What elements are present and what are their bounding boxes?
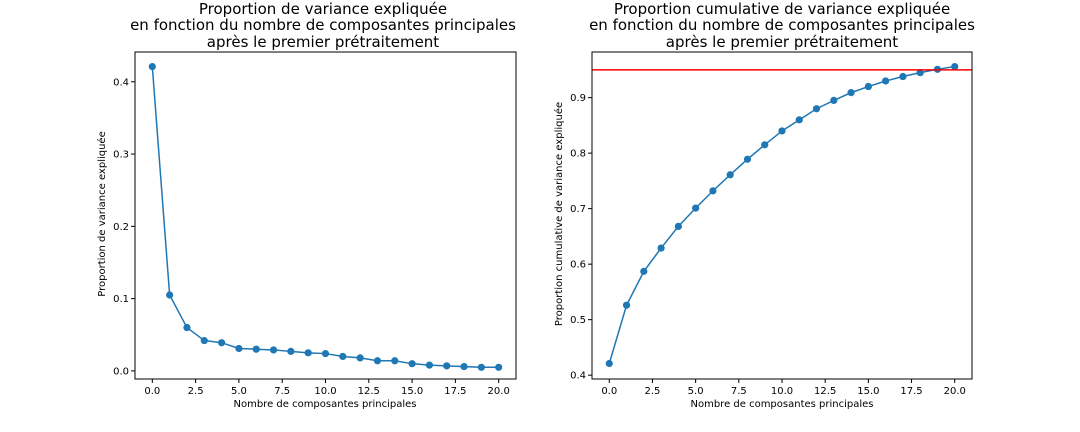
data-point <box>304 349 312 357</box>
data-point <box>882 77 890 85</box>
data-point <box>148 63 156 71</box>
y-tick-label: 0.7 <box>570 204 586 215</box>
data-point <box>443 362 451 370</box>
data-point <box>778 127 786 135</box>
data-point <box>622 301 631 309</box>
data-marks <box>592 62 972 368</box>
chart-cumulative-variance: Proportion cumulative de variance expliq… <box>553 0 975 410</box>
data-point <box>916 69 924 77</box>
data-point <box>269 346 278 354</box>
x-axis-label: Nombre de composantes principales <box>233 399 416 410</box>
y-tick-label: 0.5 <box>570 315 586 326</box>
data-point <box>217 339 226 347</box>
x-tick-label: 5.0 <box>688 386 704 397</box>
data-point <box>373 357 382 365</box>
x-tick-label: 7.5 <box>731 386 747 397</box>
data-point <box>183 323 191 332</box>
data-point <box>692 204 700 212</box>
data-point <box>830 96 838 105</box>
data-point <box>356 354 364 362</box>
x-tick-label: 5.0 <box>231 386 247 397</box>
y-axis-label: Proportion cumulative de variance expliq… <box>553 102 565 326</box>
x-tick-label: 0.0 <box>601 386 617 397</box>
y-tick-label: 0.1 <box>113 294 129 305</box>
data-point <box>166 291 174 299</box>
x-tick-label: 15.0 <box>401 386 423 397</box>
x-tick-label: 12.5 <box>814 386 836 397</box>
data-point <box>899 72 907 81</box>
x-tick-label: 20.0 <box>944 386 966 397</box>
data-point <box>477 363 485 371</box>
axis-ticks: 0.0 2.5 5.0 7.5 10.0 12.5 15.0 17.5 20.0 0.4 0.5 0.… <box>570 93 966 397</box>
x-tick-label: 17.5 <box>900 386 922 397</box>
data-point <box>460 362 468 371</box>
data-point <box>847 89 855 97</box>
plot-frame <box>591 51 973 380</box>
x-tick-label: 10.0 <box>314 386 336 397</box>
data-point <box>235 344 243 353</box>
y-tick-label: 0.4 <box>570 371 586 382</box>
x-tick-label: 12.5 <box>358 386 380 397</box>
plot-frame <box>134 51 517 380</box>
x-tick-label: 0.0 <box>144 386 160 397</box>
data-point <box>408 360 416 368</box>
data-point <box>674 222 682 231</box>
chart-title-line-3: après le premier prétraitement <box>666 33 899 51</box>
data-point <box>743 155 752 163</box>
data-point <box>391 357 399 365</box>
chart-title-line-1: Proportion de variance expliquée <box>199 0 447 18</box>
data-marks <box>148 63 503 371</box>
data-point <box>951 62 959 71</box>
x-tick-label: 2.5 <box>645 386 661 397</box>
data-point <box>795 116 803 124</box>
x-tick-label: 10.0 <box>771 386 793 397</box>
x-axis-label: Nombre de composantes principales <box>690 399 873 410</box>
data-point <box>321 349 330 358</box>
data-point <box>425 361 434 369</box>
data-point <box>726 171 734 179</box>
chart-title-line-3: après le premier prétraitement <box>207 33 440 51</box>
data-point <box>252 345 260 353</box>
x-tick-label: 17.5 <box>444 386 466 397</box>
y-tick-label: 0.0 <box>113 366 129 377</box>
y-tick-label: 0.3 <box>113 150 129 161</box>
data-point <box>200 336 208 345</box>
data-point <box>640 267 648 275</box>
data-point <box>812 105 821 113</box>
axis-ticks: 0.0 2.5 5.0 7.5 10.0 12.5 15.0 17.5 20.0 0.0 0.1 0.… <box>113 77 510 397</box>
chart-title-line-2: en fonction du nombre de composantes pri… <box>589 16 975 34</box>
data-point <box>761 141 769 149</box>
x-tick-label: 2.5 <box>188 386 204 397</box>
data-point <box>605 359 613 368</box>
x-tick-label: 7.5 <box>274 386 290 397</box>
x-tick-label: 15.0 <box>857 386 879 397</box>
data-point <box>657 244 665 252</box>
data-point <box>287 347 295 355</box>
chart-title-line-2: en fonction du nombre de composantes pri… <box>130 16 516 34</box>
data-point <box>709 187 717 195</box>
data-point <box>339 352 347 361</box>
y-tick-label: 0.4 <box>113 77 129 88</box>
data-point <box>864 82 872 91</box>
y-tick-label: 0.2 <box>113 222 129 233</box>
x-tick-label: 20.0 <box>488 386 510 397</box>
y-axis-label: Proportion de variance expliquée <box>96 131 108 296</box>
y-tick-label: 0.9 <box>570 93 586 104</box>
chart-variance-explained: Proportion de variance expliquée en fonc… <box>96 0 517 410</box>
y-tick-label: 0.8 <box>570 149 586 160</box>
y-tick-label: 0.6 <box>570 260 586 271</box>
data-point <box>495 363 503 371</box>
chart-title-line-1: Proportion cumulative de variance expliq… <box>614 0 950 18</box>
